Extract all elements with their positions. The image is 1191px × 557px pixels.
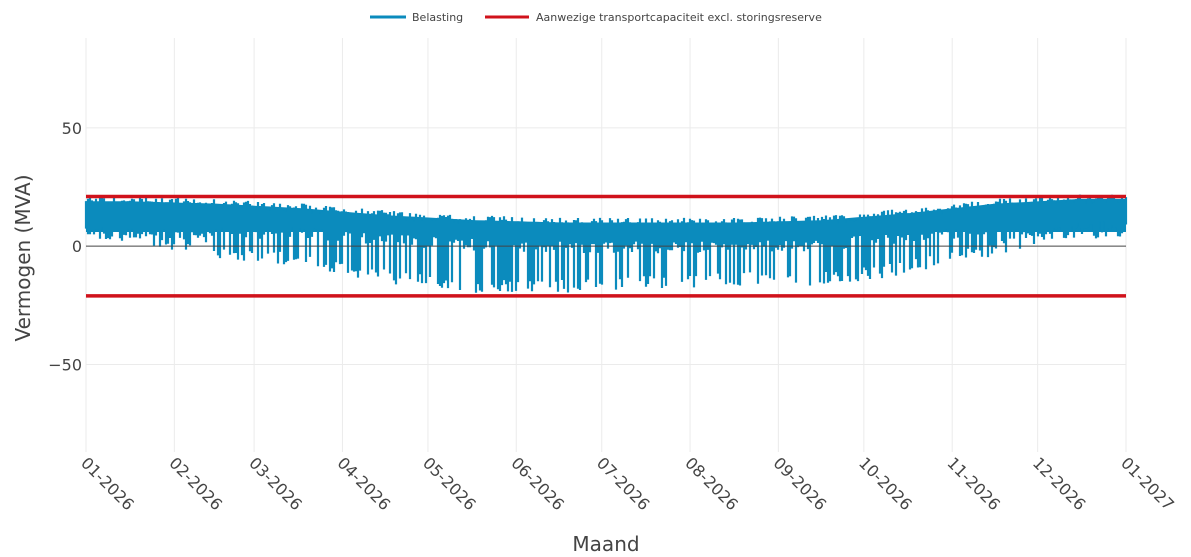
x-tick-label: 09-2026 [770,453,831,514]
legend-label-belasting: Belasting [412,11,463,24]
y-tick-label: 50 [62,119,82,138]
x-tick-labels: 01-2026 02-2026 03-2026 04-2026 05-2026 06-20… [77,453,1178,514]
x-tick-label: 11-2026 [943,453,1004,514]
x-tick-label: 01-2026 [77,453,138,514]
y-tick-label: 0 [72,237,82,256]
y-tick-labels: −50 0 50 [48,119,82,375]
x-tick-label: 12-2026 [1029,453,1090,514]
legend-label-capacity: Aanwezige transportcapaciteit excl. stor… [536,11,822,24]
series-capacity [86,194,1126,298]
belasting-line [84,194,1128,293]
x-tick-label: 04-2026 [334,453,395,514]
x-tick-label: 08-2026 [681,453,742,514]
x-axis-title: Maand [572,532,639,556]
x-tick-label: 05-2026 [419,453,480,514]
y-tick-label: −50 [48,355,82,374]
y-axis-title: Vermogen (MVA) [11,174,35,341]
x-tick-label: 02-2026 [165,453,226,514]
x-tick-label: 07-2026 [593,453,654,514]
legend: Belasting Aanwezige transportcapaciteit … [370,11,822,24]
x-tick-label: 03-2026 [245,453,306,514]
x-tick-label: 10-2026 [855,453,916,514]
series-belasting [84,194,1128,293]
x-tick-label: 06-2026 [507,453,568,514]
x-tick-label: 01-2027 [1117,453,1178,514]
